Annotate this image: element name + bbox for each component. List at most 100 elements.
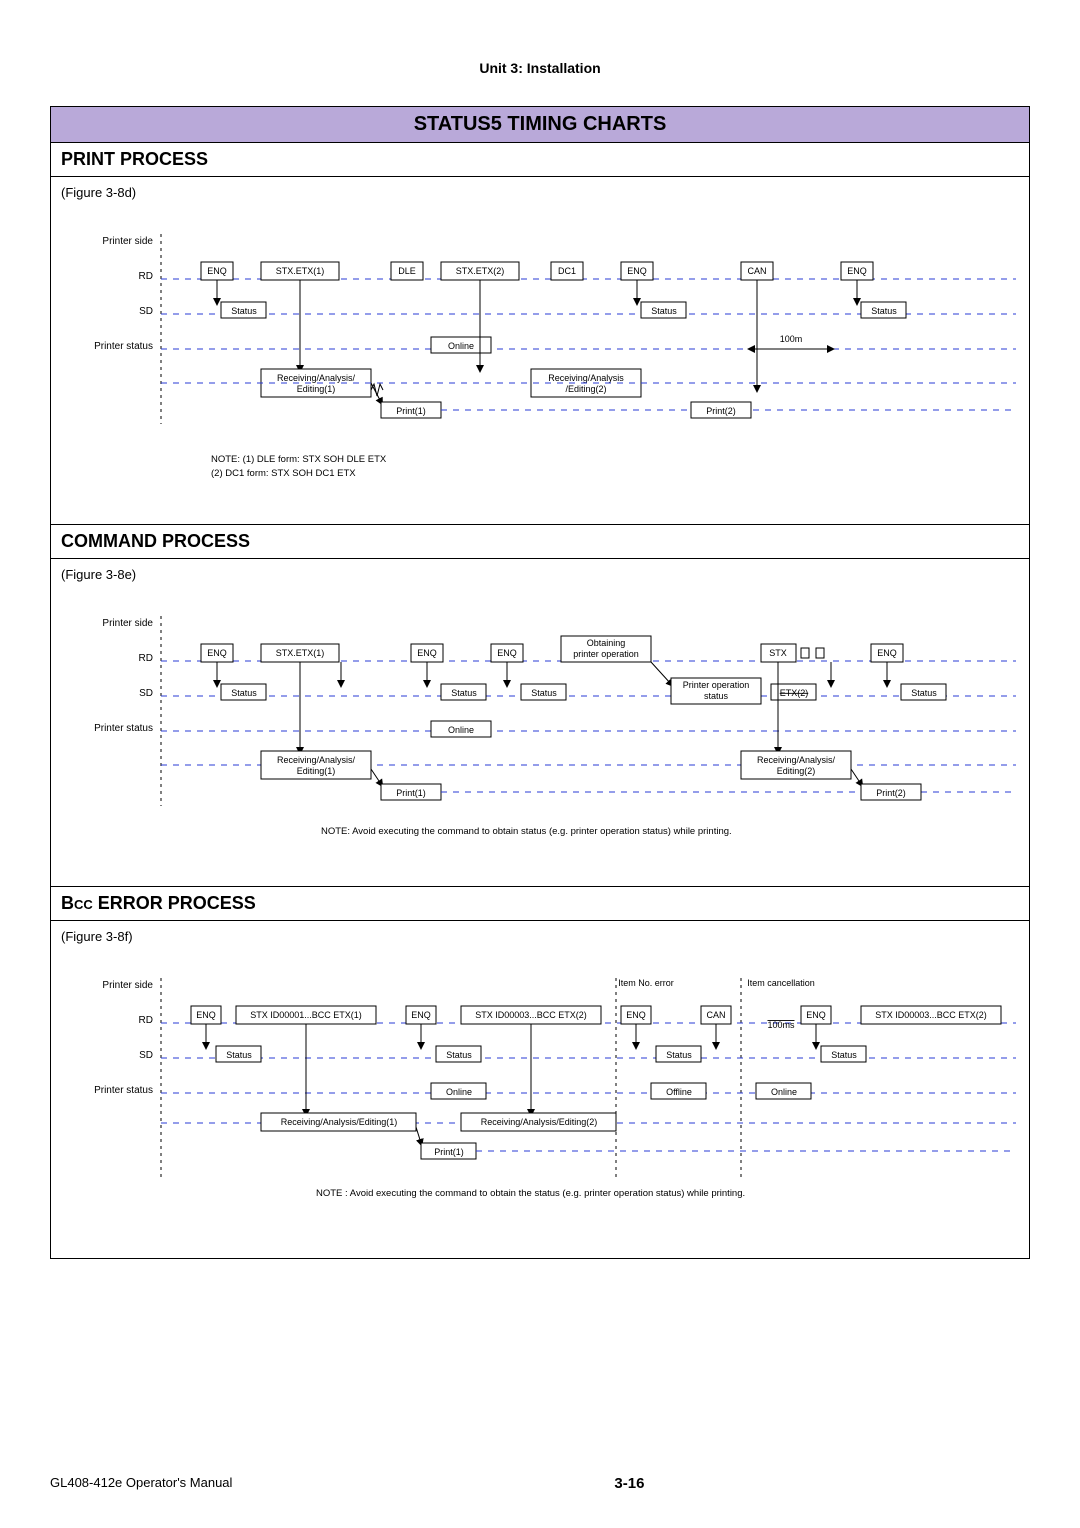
svg-text:Print(1): Print(1) (434, 1147, 464, 1157)
svg-text:ENQ: ENQ (847, 266, 867, 276)
section-command-body: (Figure 3-8e) Printer side RD SD Printer… (51, 559, 1029, 887)
svg-text:printer operation: printer operation (573, 649, 639, 659)
row-label: SD (139, 306, 153, 317)
svg-text:Editing(1): Editing(1) (297, 384, 336, 394)
svg-text:Receiving/Analysis/: Receiving/Analysis/ (277, 373, 356, 383)
row-label: RD (139, 271, 153, 282)
svg-text:DLE: DLE (398, 266, 416, 276)
rd-box: ENQ (841, 262, 873, 280)
sd-box: Status (221, 302, 266, 318)
sd-box: Status (641, 302, 686, 318)
svg-text:ENQ: ENQ (207, 648, 227, 658)
svg-text:DC1: DC1 (558, 266, 576, 276)
svg-text:Online: Online (448, 725, 474, 735)
svg-text:Online: Online (448, 341, 474, 351)
rd-box: STX.ETX(1) (261, 262, 339, 280)
svg-text:ENQ: ENQ (877, 648, 897, 658)
sd-box: Status (861, 302, 906, 318)
svg-text:STX: STX (769, 648, 787, 658)
rd-box: ENQ (201, 262, 233, 280)
section-print-header: PRINT PROCESS (51, 143, 1029, 177)
svg-text:status: status (704, 691, 729, 701)
manual-name: GL408-412e Operator's Manual (50, 1475, 232, 1492)
svg-text:Print(1): Print(1) (396, 788, 426, 798)
lower-box: Print(2) (691, 402, 751, 418)
rd-box: CAN (741, 262, 773, 280)
svg-text:Print(2): Print(2) (706, 406, 736, 416)
note-line: NOTE: Avoid executing the command to obt… (321, 826, 732, 837)
svg-text:Online: Online (771, 1087, 797, 1097)
note-line: (2) DC1 form: STX SOH DC1 ETX (211, 468, 356, 479)
svg-text:STX.ETX(1): STX.ETX(1) (276, 266, 325, 276)
svg-text:/Editing(2): /Editing(2) (565, 384, 606, 394)
svg-text:Printer operation: Printer operation (683, 680, 750, 690)
svg-text:Status: Status (666, 1050, 692, 1060)
svg-text:RD: RD (139, 653, 153, 664)
banner-title: STATUS5 TIMING CHARTS (51, 107, 1029, 143)
svg-text:RD: RD (139, 1015, 153, 1026)
svg-text:ENQ: ENQ (627, 266, 647, 276)
svg-text:Printer side: Printer side (102, 980, 153, 991)
unit-header: Unit 3: Installation (50, 60, 1030, 76)
page-frame: STATUS5 TIMING CHARTS PRINT PROCESS (Fig… (50, 106, 1030, 1259)
svg-text:Receiving/Analysis/Editing(1): Receiving/Analysis/Editing(1) (281, 1117, 398, 1127)
svg-text:SD: SD (139, 1050, 153, 1061)
figure-label-bcc: (Figure 3-8f) (61, 929, 1019, 944)
svg-text:Status: Status (226, 1050, 252, 1060)
figure-label-print: (Figure 3-8d) (61, 185, 1019, 200)
svg-text:CAN: CAN (747, 266, 766, 276)
svg-text:CAN: CAN (706, 1010, 725, 1020)
svg-text:SD: SD (139, 688, 153, 699)
row-label: Printer status (94, 341, 153, 352)
section-bcc-body: (Figure 3-8f) Printer side RD SD Printer… (51, 921, 1029, 1258)
svg-text:Online: Online (446, 1087, 472, 1097)
svg-text:Status: Status (451, 688, 477, 698)
svg-text:Receiving/Analysis/Editing(2): Receiving/Analysis/Editing(2) (481, 1117, 598, 1127)
svg-text:Obtaining: Obtaining (587, 638, 626, 648)
svg-text:Editing(2): Editing(2) (777, 766, 816, 776)
note-line: NOTE: (1) DLE form: STX SOH DLE ETX (211, 454, 387, 465)
timing-chart-command: Printer side RD SD Printer status ENQ ST… (61, 586, 1019, 876)
svg-text:ENQ: ENQ (806, 1010, 826, 1020)
svg-text:STX.ETX(2): STX.ETX(2) (456, 266, 505, 276)
svg-text:ETX(2): ETX(2) (780, 688, 809, 698)
svg-text:Offline: Offline (666, 1087, 692, 1097)
rd-box: STX.ETX(2) (441, 262, 519, 280)
top-label: Item No. error (618, 978, 674, 988)
svg-text:Editing(1): Editing(1) (297, 766, 336, 776)
lower-box: Print(1) (381, 402, 441, 418)
svg-text:Status: Status (231, 688, 257, 698)
ps-box: Online (431, 337, 491, 353)
svg-text:ENQ: ENQ (497, 648, 517, 658)
top-label: Item cancellation (747, 978, 815, 988)
svg-text:Receiving/Analysis/: Receiving/Analysis/ (277, 755, 356, 765)
page-number: 3-16 (614, 1475, 644, 1492)
row-label: Printer side (102, 236, 153, 247)
svg-text:STX ID00001...BCC ETX(1): STX ID00001...BCC ETX(1) (250, 1010, 362, 1020)
note-line: NOTE : Avoid executing the command to ob… (316, 1188, 745, 1199)
svg-text:Status: Status (231, 306, 257, 316)
section-print-body: (Figure 3-8d) Printer side RD SD Printer… (51, 177, 1029, 525)
rd-box: DC1 (551, 262, 583, 280)
rd-box: ENQ (621, 262, 653, 280)
rd-box: DLE (391, 262, 423, 280)
svg-text:STX ID00003...BCC ETX(2): STX ID00003...BCC ETX(2) (875, 1010, 987, 1020)
svg-text:Print(2): Print(2) (876, 788, 906, 798)
page-footer: GL408-412e Operator's Manual 3-16 . (50, 1475, 1030, 1492)
svg-text:STX ID00003...BCC ETX(2): STX ID00003...BCC ETX(2) (475, 1010, 587, 1020)
svg-text:ENQ: ENQ (196, 1010, 216, 1020)
svg-text:Status: Status (446, 1050, 472, 1060)
svg-text:Receiving/Analysis/: Receiving/Analysis/ (757, 755, 836, 765)
svg-text:Printer side: Printer side (102, 618, 153, 629)
svg-text:Printer status: Printer status (94, 723, 153, 734)
svg-text:ENQ: ENQ (417, 648, 437, 658)
svg-text:Status: Status (531, 688, 557, 698)
svg-text:STX.ETX(1): STX.ETX(1) (276, 648, 325, 658)
timing-chart-bcc: Printer side RD SD Printer status Item N… (61, 948, 1019, 1248)
svg-text:Print(1): Print(1) (396, 406, 426, 416)
timing-chart-print: Printer side RD SD Printer status ENQ ST… (61, 204, 1019, 514)
svg-text:Status: Status (831, 1050, 857, 1060)
svg-text:ENQ: ENQ (207, 266, 227, 276)
svg-text:Status: Status (651, 306, 677, 316)
section-command-header: COMMAND PROCESS (51, 525, 1029, 559)
